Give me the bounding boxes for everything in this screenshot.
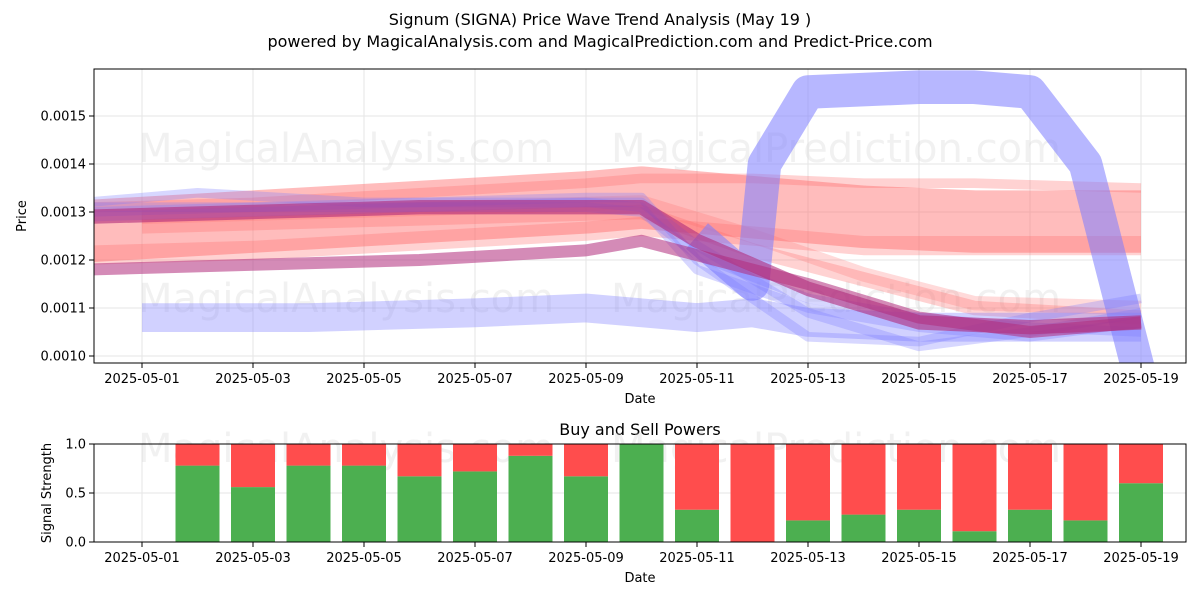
wave-band-blue-6 bbox=[686, 70, 1154, 363]
sell-bar bbox=[1008, 444, 1052, 510]
buy-bar bbox=[508, 455, 553, 542]
sell-bar bbox=[952, 444, 997, 532]
watermark-analysis-top: MagicalAnalysis.com bbox=[138, 126, 554, 172]
price-x-tick-label: 2025-05-03 bbox=[215, 372, 291, 387]
price-plot-frame bbox=[93, 68, 1187, 364]
sell-bar bbox=[897, 444, 941, 510]
wave-band-red-2 bbox=[94, 216, 1141, 265]
sell-bar bbox=[1063, 444, 1108, 521]
sell-bar bbox=[175, 444, 220, 466]
signal-x-tick-label: 2025-05-15 bbox=[881, 551, 957, 566]
signal-bars bbox=[175, 444, 1163, 542]
price-y-tick-label: 0.0012 bbox=[41, 254, 87, 269]
price-x-tick-label: 2025-05-11 bbox=[659, 372, 735, 387]
chart-subtitle: powered by MagicalAnalysis.com and Magic… bbox=[267, 32, 932, 51]
price-x-tick-label: 2025-05-01 bbox=[104, 372, 180, 387]
buy-bar bbox=[897, 509, 941, 542]
price-x-ticks: 2025-05-01 2025-05-03 2025-05-05 2025-05-07… bbox=[104, 363, 1179, 387]
price-x-tick-label: 2025-05-13 bbox=[770, 372, 846, 387]
buy-bar bbox=[397, 476, 442, 542]
signal-x-tick-label: 2025-05-19 bbox=[1103, 551, 1179, 566]
watermark-analysis-mid: MagicalAnalysis.com bbox=[138, 276, 554, 322]
buy-bar bbox=[286, 465, 331, 542]
signal-y-axis-label: Signal Strength bbox=[40, 443, 55, 543]
price-x-tick-label: 2025-05-17 bbox=[992, 372, 1068, 387]
sell-bar bbox=[508, 444, 553, 456]
watermark-prediction-top: MagicalPrediction.com bbox=[611, 126, 1061, 172]
signal-y-tick-label: 0.5 bbox=[65, 487, 86, 502]
sell-bar bbox=[286, 444, 331, 466]
signal-x-axis-label: Date bbox=[624, 571, 655, 586]
sell-bar bbox=[231, 444, 275, 488]
buy-bar bbox=[1119, 483, 1163, 542]
price-x-axis-label: Date bbox=[624, 392, 655, 407]
sell-bar bbox=[342, 444, 386, 466]
sell-bar bbox=[675, 444, 719, 510]
sell-bar bbox=[564, 444, 608, 477]
sell-bar bbox=[397, 444, 442, 477]
signal-x-tick-label: 2025-05-01 bbox=[104, 551, 180, 566]
sell-bar bbox=[786, 444, 830, 521]
price-x-tick-label: 2025-05-05 bbox=[326, 372, 402, 387]
price-x-tick-label: 2025-05-07 bbox=[437, 372, 513, 387]
buy-bar bbox=[841, 514, 886, 542]
price-watermarks: MagicalAnalysis.com MagicalPrediction.co… bbox=[138, 126, 1061, 322]
signal-x-ticks: 2025-05-01 2025-05-03 2025-05-05 2025-05-07… bbox=[104, 542, 1179, 566]
buy-bar bbox=[619, 444, 664, 542]
wave-band-red-3 bbox=[141, 204, 1142, 325]
chart-title: Signum (SIGNA) Price Wave Trend Analysis… bbox=[389, 10, 812, 29]
signal-x-tick-label: 2025-05-03 bbox=[215, 551, 291, 566]
signal-y-tick-label: 1.0 bbox=[65, 438, 86, 453]
price-wave-bands bbox=[94, 70, 1154, 363]
signal-x-tick-label: 2025-05-11 bbox=[659, 551, 735, 566]
price-x-tick-label: 2025-05-15 bbox=[881, 372, 957, 387]
buy-bar bbox=[453, 471, 497, 542]
sell-bar bbox=[730, 444, 775, 542]
price-x-tick-label: 2025-05-19 bbox=[1103, 372, 1179, 387]
buy-bar bbox=[1063, 520, 1108, 542]
signal-x-tick-label: 2025-05-17 bbox=[992, 551, 1068, 566]
buy-bar bbox=[175, 465, 220, 542]
signal-chart-title: Buy and Sell Powers bbox=[559, 420, 721, 439]
price-y-tick-label: 0.0010 bbox=[41, 350, 87, 365]
buy-bar bbox=[342, 465, 386, 542]
price-y-tick-label: 0.0015 bbox=[41, 110, 87, 125]
buy-bar bbox=[231, 487, 275, 542]
sell-bar bbox=[1119, 444, 1163, 484]
wave-band-red-0 bbox=[94, 173, 1142, 212]
sell-bar bbox=[841, 444, 886, 515]
wave-band-purple-12 bbox=[94, 234, 1142, 338]
signal-x-tick-label: 2025-05-09 bbox=[548, 551, 624, 566]
price-y-tick-label: 0.0011 bbox=[41, 302, 87, 317]
price-y-axis-label: Price bbox=[15, 200, 30, 232]
buy-bar bbox=[952, 531, 997, 542]
buy-bar bbox=[564, 476, 608, 542]
wave-band-red-1 bbox=[94, 166, 1141, 263]
signal-y-ticks: 0.0 0.5 1.0 bbox=[65, 438, 94, 551]
buy-bar bbox=[675, 509, 719, 542]
buy-bar bbox=[1008, 509, 1052, 542]
price-y-ticks: 0.0010 0.0011 0.0012 0.0013 0.0014 0.0015 bbox=[41, 110, 94, 365]
price-y-tick-label: 0.0014 bbox=[41, 158, 87, 173]
buy-bar bbox=[786, 520, 830, 542]
sell-bar bbox=[453, 444, 497, 472]
signal-x-tick-label: 2025-05-07 bbox=[437, 551, 513, 566]
price-y-tick-label: 0.0013 bbox=[41, 206, 87, 221]
signal-x-tick-label: 2025-05-13 bbox=[770, 551, 846, 566]
signal-y-tick-label: 0.0 bbox=[65, 536, 86, 551]
signal-x-tick-label: 2025-05-05 bbox=[326, 551, 402, 566]
price-x-tick-label: 2025-05-09 bbox=[548, 372, 624, 387]
